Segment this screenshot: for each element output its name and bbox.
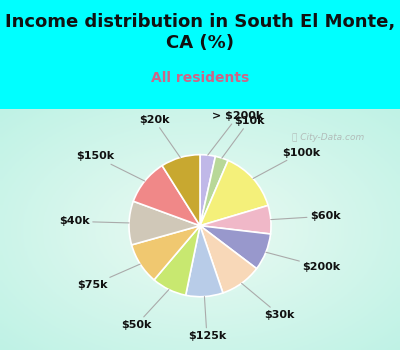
Text: Income distribution in South El Monte,
CA (%): Income distribution in South El Monte, C… — [5, 13, 395, 52]
Wedge shape — [200, 160, 268, 226]
Wedge shape — [200, 205, 271, 234]
Text: $75k: $75k — [77, 264, 140, 290]
Text: $30k: $30k — [242, 283, 295, 320]
Wedge shape — [129, 201, 200, 245]
Text: ⓘ City-Data.com: ⓘ City-Data.com — [292, 133, 364, 142]
Wedge shape — [200, 155, 216, 226]
Text: $20k: $20k — [139, 115, 180, 158]
Wedge shape — [200, 156, 228, 226]
Wedge shape — [133, 166, 200, 226]
Text: $150k: $150k — [76, 152, 145, 181]
Wedge shape — [200, 226, 257, 293]
Text: $40k: $40k — [59, 216, 129, 226]
Wedge shape — [154, 226, 200, 295]
Text: > $200k: > $200k — [208, 111, 263, 155]
Text: $50k: $50k — [122, 289, 169, 330]
Text: $125k: $125k — [188, 296, 226, 341]
Wedge shape — [186, 226, 223, 297]
Text: $60k: $60k — [271, 211, 340, 221]
Wedge shape — [132, 226, 200, 280]
Text: $200k: $200k — [266, 252, 340, 272]
Text: All residents: All residents — [151, 71, 249, 85]
Text: $100k: $100k — [253, 148, 320, 178]
Text: $10k: $10k — [222, 116, 264, 158]
Wedge shape — [162, 155, 200, 226]
Wedge shape — [200, 226, 270, 268]
